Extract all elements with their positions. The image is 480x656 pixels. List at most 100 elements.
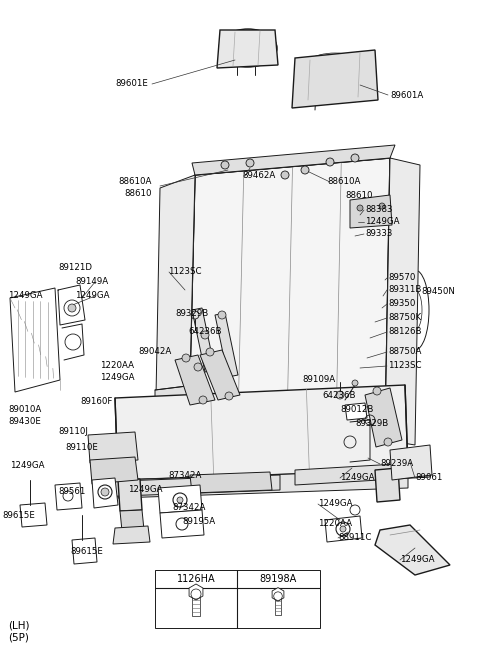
Text: 89149A: 89149A (75, 277, 108, 287)
Text: 89061: 89061 (415, 474, 443, 483)
Text: 88911C: 88911C (338, 533, 372, 543)
Bar (192, 594, 200, 616)
Text: 88750A: 88750A (388, 348, 421, 356)
Text: 89350: 89350 (388, 300, 415, 308)
Polygon shape (189, 584, 203, 600)
Circle shape (199, 396, 207, 404)
Circle shape (221, 161, 229, 169)
Circle shape (373, 387, 381, 395)
Text: 89110E: 89110E (65, 443, 98, 453)
Text: 88126B: 88126B (388, 327, 421, 337)
Text: 89109A: 89109A (302, 375, 335, 384)
Text: 64236B: 64236B (322, 392, 356, 401)
Polygon shape (200, 350, 240, 400)
Polygon shape (155, 175, 195, 458)
Circle shape (379, 203, 385, 209)
Text: 89615E: 89615E (70, 548, 103, 556)
Circle shape (182, 354, 190, 362)
Circle shape (225, 392, 233, 400)
Text: 1123SC: 1123SC (388, 361, 421, 371)
Text: 1249GA: 1249GA (75, 291, 109, 300)
Polygon shape (385, 158, 420, 445)
Polygon shape (272, 588, 284, 601)
Circle shape (352, 380, 358, 386)
Text: 89121D: 89121D (58, 264, 92, 272)
Circle shape (218, 311, 226, 319)
Polygon shape (390, 445, 432, 480)
Bar (155, 570, 320, 628)
Polygon shape (325, 516, 362, 542)
Polygon shape (88, 432, 138, 463)
Text: 89239A: 89239A (380, 459, 413, 468)
Polygon shape (345, 403, 367, 420)
Text: 89195A: 89195A (182, 518, 215, 527)
Text: 88383: 88383 (365, 205, 393, 215)
Text: 1220AA: 1220AA (318, 520, 352, 529)
Text: 1249GA: 1249GA (365, 218, 399, 226)
Circle shape (301, 166, 309, 174)
Circle shape (274, 592, 282, 600)
Text: 1249GA: 1249GA (10, 462, 45, 470)
Text: 64236B: 64236B (188, 327, 221, 337)
Polygon shape (92, 478, 118, 508)
Circle shape (351, 154, 359, 162)
Text: 89012B: 89012B (340, 405, 373, 415)
Text: 88610A: 88610A (327, 178, 360, 186)
Polygon shape (90, 457, 138, 484)
Text: 89561: 89561 (58, 487, 85, 497)
Text: 1249GA: 1249GA (340, 474, 374, 483)
Text: 88610A: 88610A (119, 178, 152, 186)
Circle shape (201, 331, 209, 339)
Polygon shape (295, 462, 430, 485)
Polygon shape (217, 30, 278, 68)
Text: (LH): (LH) (8, 621, 29, 631)
Text: 89010A: 89010A (8, 405, 41, 415)
Text: 1249GA: 1249GA (318, 499, 352, 508)
Polygon shape (95, 475, 280, 497)
Circle shape (384, 438, 392, 446)
Text: 89570: 89570 (388, 274, 415, 283)
Text: 89329B: 89329B (175, 310, 208, 319)
Text: 89329B: 89329B (355, 419, 388, 428)
Text: 89333: 89333 (365, 230, 392, 239)
Polygon shape (375, 525, 450, 575)
Polygon shape (118, 470, 408, 498)
Text: 88750K: 88750K (388, 314, 421, 323)
Polygon shape (155, 385, 195, 455)
Text: 1123SC: 1123SC (168, 268, 202, 276)
Polygon shape (10, 288, 60, 392)
Polygon shape (158, 485, 202, 513)
Polygon shape (365, 388, 402, 447)
Text: 88610: 88610 (124, 190, 152, 199)
Polygon shape (192, 145, 395, 175)
Text: 89110J: 89110J (58, 428, 88, 436)
Polygon shape (292, 50, 378, 108)
Text: 89450N: 89450N (421, 287, 455, 297)
Circle shape (68, 304, 76, 312)
Circle shape (206, 348, 214, 356)
Bar (275, 596, 281, 615)
Text: 89601A: 89601A (390, 91, 423, 100)
Text: 89462A: 89462A (242, 171, 275, 180)
Circle shape (340, 526, 346, 532)
Circle shape (191, 589, 201, 599)
Text: 89601E: 89601E (115, 79, 148, 89)
Text: 89311B: 89311B (388, 285, 421, 295)
Text: 89042A: 89042A (138, 348, 171, 356)
Text: 89160F: 89160F (80, 398, 112, 407)
Circle shape (281, 171, 289, 179)
Text: 1220AA: 1220AA (100, 361, 134, 371)
Circle shape (101, 488, 109, 496)
Text: 1249GA: 1249GA (128, 485, 163, 495)
Text: 89615E: 89615E (2, 512, 35, 520)
Polygon shape (118, 479, 142, 511)
Text: 88610: 88610 (345, 192, 372, 201)
Text: 1126HA: 1126HA (177, 574, 216, 584)
Circle shape (357, 205, 363, 211)
Polygon shape (192, 308, 215, 372)
Circle shape (246, 159, 254, 167)
Text: 89430E: 89430E (8, 417, 41, 426)
Text: 89198A: 89198A (259, 574, 297, 584)
Polygon shape (350, 195, 392, 228)
Polygon shape (120, 510, 144, 531)
